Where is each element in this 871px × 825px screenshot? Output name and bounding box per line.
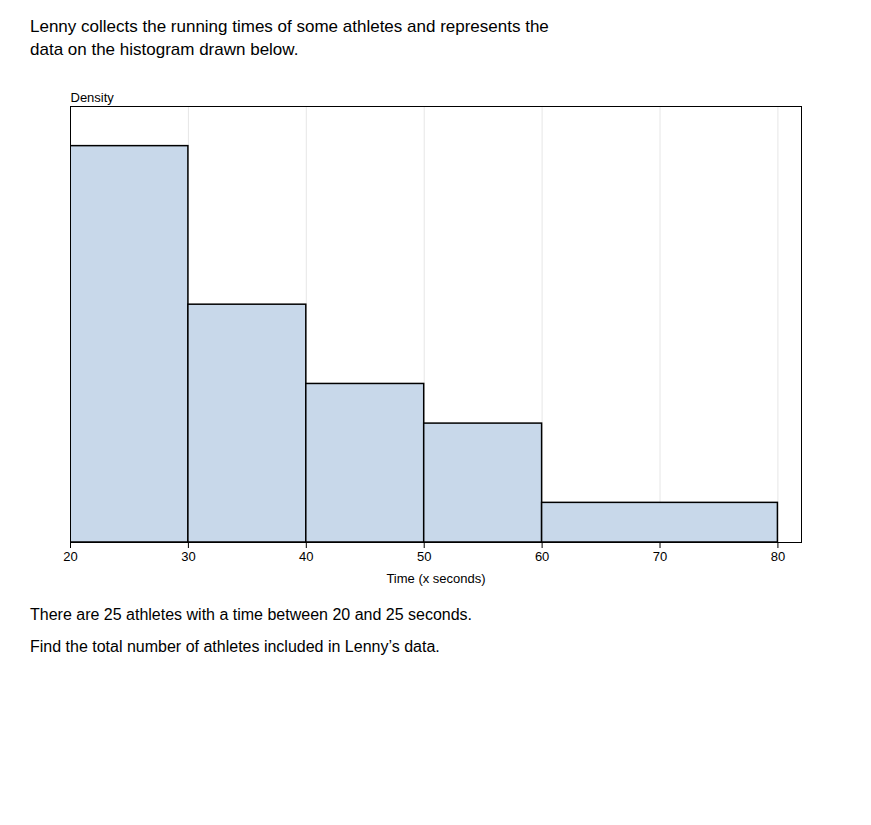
html-text:There are 25 athletes with a t: There are 25 athletes with a time betwee… [30, 605, 473, 623]
svg-text:Density: Density [71, 90, 115, 105]
svg-text:20: 20 [63, 549, 77, 564]
html-text:Find the total number of athle: Find the total number of athletes includ… [30, 637, 440, 655]
svg-text:Time (x seconds): Time (x seconds) [386, 570, 485, 585]
svg-text:80: 80 [771, 549, 785, 564]
svg-text:50: 50 [417, 549, 431, 564]
svg-text:70: 70 [653, 549, 667, 564]
svg-text:30: 30 [181, 549, 195, 564]
html-text:Lenny collects the running tim: Lenny collects the running times of some… [30, 17, 549, 59]
svg-text:60: 60 [535, 549, 549, 564]
svg-text:40: 40 [299, 549, 313, 564]
